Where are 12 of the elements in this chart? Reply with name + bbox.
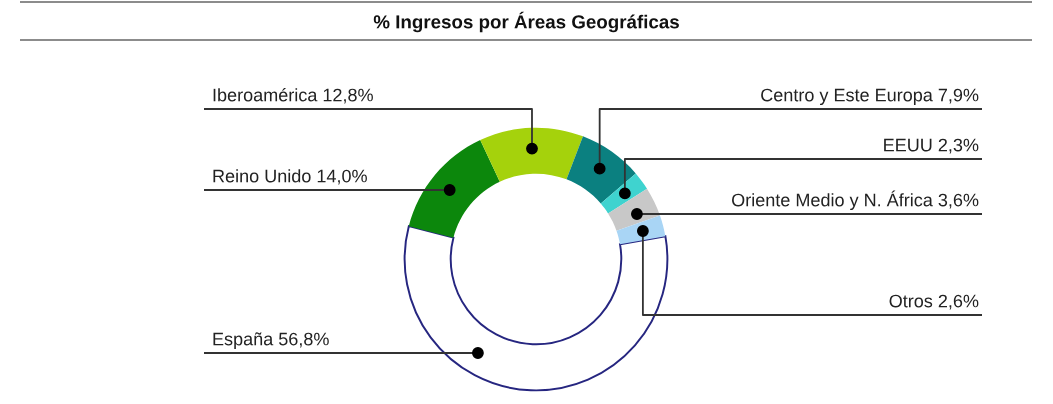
donut-slice — [566, 136, 636, 204]
slice-label: Oriente Medio y N. África 3,6% — [732, 190, 979, 210]
slice-label: Reino Unido 14,0% — [213, 169, 367, 185]
slice-label: EEUU 2,3% — [884, 138, 979, 154]
donut-slice — [403, 225, 669, 392]
chart-title: % Ingresos por Áreas Geográficas — [373, 11, 679, 33]
slice-label: Otros 2,6% — [889, 294, 979, 310]
slice-label: Iberoamérica 12,8% — [213, 87, 373, 104]
donut-slice — [480, 127, 583, 182]
slice-label: Centro y Este Europa 7,9% — [761, 88, 979, 105]
donut-slice — [408, 140, 500, 238]
slice-label: España 56,8% — [213, 332, 329, 349]
